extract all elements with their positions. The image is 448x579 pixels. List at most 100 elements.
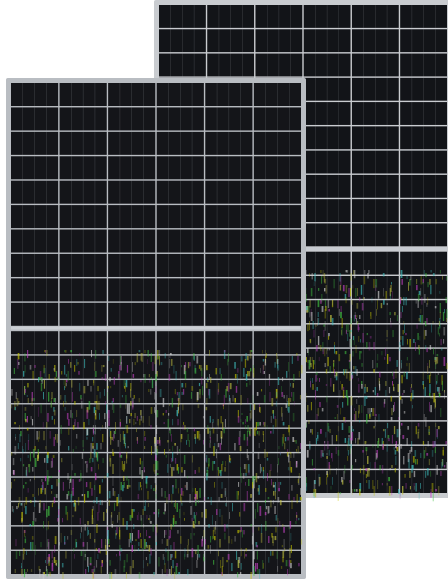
artifact-streak xyxy=(164,449,165,455)
artifact-streak xyxy=(403,372,405,377)
artifact-streak xyxy=(392,372,395,380)
artifact-streak xyxy=(289,461,291,471)
artifact-streak xyxy=(72,488,74,496)
artifact-streak xyxy=(68,446,70,451)
artifact-streak xyxy=(262,431,264,436)
artifact-streak xyxy=(284,443,286,450)
solar-cell xyxy=(303,77,351,101)
artifact-streak xyxy=(168,374,171,381)
artifact-streak xyxy=(349,447,351,454)
artifact-streak xyxy=(33,398,35,401)
artifact-streak xyxy=(252,527,254,533)
artifact-streak xyxy=(107,548,109,551)
artifact-streak xyxy=(171,434,172,442)
artifact-streak xyxy=(353,489,356,492)
artifact-streak xyxy=(53,410,56,416)
artifact-streak xyxy=(120,548,123,552)
artifact-streak xyxy=(12,458,15,466)
artifact-streak xyxy=(94,485,96,490)
artifact-streak xyxy=(245,419,246,424)
artifact-streak xyxy=(146,530,147,537)
artifact-streak xyxy=(131,533,133,541)
artifact-streak xyxy=(74,473,76,476)
solar-cell xyxy=(156,453,204,477)
solar-cell xyxy=(253,83,301,107)
artifact-streak xyxy=(81,494,84,497)
artifact-streak xyxy=(65,350,67,353)
solar-cell xyxy=(207,29,255,53)
artifact-streak xyxy=(374,417,376,427)
artifact-streak xyxy=(28,464,31,473)
artifact-streak xyxy=(272,536,274,544)
artifact-streak xyxy=(285,560,288,567)
artifact-streak xyxy=(86,542,88,551)
artifact-streak xyxy=(221,437,222,445)
solar-cell xyxy=(253,550,301,574)
artifact-streak xyxy=(386,483,388,486)
artifact-streak xyxy=(247,425,249,433)
artifact-streak xyxy=(324,288,326,292)
artifact-streak xyxy=(442,447,444,456)
artifact-streak xyxy=(313,489,315,497)
artifact-streak xyxy=(110,386,112,389)
artifact-streak xyxy=(136,353,139,363)
artifact-streak xyxy=(435,279,437,285)
artifact-streak xyxy=(398,489,400,494)
artifact-streak xyxy=(93,380,95,384)
artifact-streak xyxy=(338,354,341,362)
artifact-streak xyxy=(133,524,135,529)
artifact-streak xyxy=(350,330,352,333)
artifact-streak xyxy=(234,362,236,369)
artifact-streak xyxy=(283,395,285,399)
artifact-streak xyxy=(48,554,50,562)
artifact-streak xyxy=(441,348,443,351)
artifact-streak xyxy=(152,524,154,532)
artifact-streak xyxy=(65,383,67,387)
artifact-streak xyxy=(426,453,429,456)
artifact-streak xyxy=(181,392,184,395)
artifact-streak xyxy=(172,485,174,488)
artifact-streak xyxy=(125,395,127,403)
artifact-streak xyxy=(59,440,61,446)
artifact-streak xyxy=(423,450,426,459)
artifact-streak xyxy=(73,548,75,552)
artifact-streak xyxy=(32,371,34,380)
solar-cell xyxy=(351,29,399,53)
solar-cell xyxy=(156,180,204,204)
artifact-streak xyxy=(435,423,437,427)
artifact-streak xyxy=(30,569,33,572)
artifact-streak xyxy=(413,483,415,490)
artifact-streak xyxy=(323,273,326,283)
artifact-streak xyxy=(182,491,184,496)
artifact-streak xyxy=(66,413,69,420)
artifact-streak xyxy=(124,437,126,447)
artifact-streak xyxy=(88,566,89,573)
artifact-streak xyxy=(41,479,43,482)
artifact-streak xyxy=(86,437,88,440)
artifact-streak xyxy=(61,458,63,463)
artifact-streak xyxy=(25,506,27,515)
artifact-streak xyxy=(138,512,139,521)
artifact-streak xyxy=(178,407,179,411)
artifact-streak xyxy=(74,500,76,505)
artifact-streak xyxy=(334,417,336,419)
artifact-streak xyxy=(46,455,49,464)
artifact-streak xyxy=(395,456,397,466)
artifact-streak xyxy=(108,545,110,547)
artifact-streak xyxy=(236,551,238,560)
artifact-streak xyxy=(144,539,146,549)
artifact-streak xyxy=(136,515,138,521)
artifact-streak xyxy=(253,428,255,435)
solar-cell xyxy=(400,223,447,247)
artifact-streak xyxy=(95,476,97,480)
artifact-streak xyxy=(359,351,361,360)
artifact-streak xyxy=(258,431,260,436)
artifact-streak xyxy=(101,500,103,506)
artifact-streak xyxy=(268,536,270,543)
artifact-streak xyxy=(184,554,186,560)
artifact-streak xyxy=(111,401,113,404)
artifact-streak xyxy=(86,464,88,473)
artifact-streak xyxy=(320,450,322,458)
artifact-streak xyxy=(366,480,368,483)
artifact-streak xyxy=(350,486,352,495)
